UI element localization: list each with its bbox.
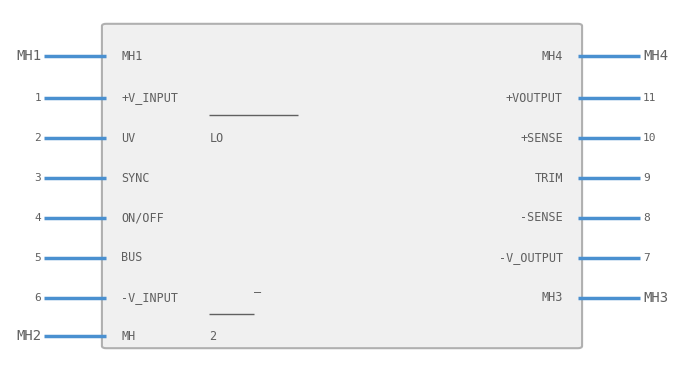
Text: +V_INPUT: +V_INPUT — [121, 92, 178, 105]
Text: 4: 4 — [34, 213, 41, 223]
Text: SYNC: SYNC — [121, 171, 150, 185]
Text: -V_INPUT: -V_INPUT — [121, 292, 178, 304]
Text: MH4: MH4 — [542, 50, 563, 63]
Text: MH4: MH4 — [643, 49, 668, 64]
Text: _: _ — [254, 280, 261, 293]
Text: MH3: MH3 — [542, 292, 563, 304]
Text: 7: 7 — [643, 253, 650, 263]
FancyBboxPatch shape — [102, 24, 582, 348]
Text: -V_OUTPUT: -V_OUTPUT — [499, 251, 563, 264]
Text: 1: 1 — [34, 93, 41, 103]
Text: MH: MH — [121, 330, 135, 343]
Text: MH2: MH2 — [16, 329, 41, 343]
Text: 3: 3 — [34, 173, 41, 183]
Text: 6: 6 — [34, 293, 41, 303]
Text: MH1: MH1 — [16, 49, 41, 64]
Text: LO: LO — [209, 132, 224, 144]
Text: 11: 11 — [643, 93, 657, 103]
Text: 9: 9 — [643, 173, 650, 183]
Text: UV: UV — [121, 132, 135, 144]
Text: BUS: BUS — [121, 251, 142, 264]
Text: +VOUTPUT: +VOUTPUT — [506, 92, 563, 105]
Text: 5: 5 — [34, 253, 41, 263]
Text: MH3: MH3 — [643, 291, 668, 305]
Text: 8: 8 — [643, 213, 650, 223]
Text: -SENSE: -SENSE — [520, 212, 563, 224]
Text: 2: 2 — [209, 330, 217, 343]
Text: +SENSE: +SENSE — [520, 132, 563, 144]
Text: ON/OFF: ON/OFF — [121, 212, 163, 224]
Text: TRIM: TRIM — [534, 171, 563, 185]
Text: 10: 10 — [643, 133, 657, 143]
Text: MH1: MH1 — [121, 50, 142, 63]
Text: 2: 2 — [34, 133, 41, 143]
